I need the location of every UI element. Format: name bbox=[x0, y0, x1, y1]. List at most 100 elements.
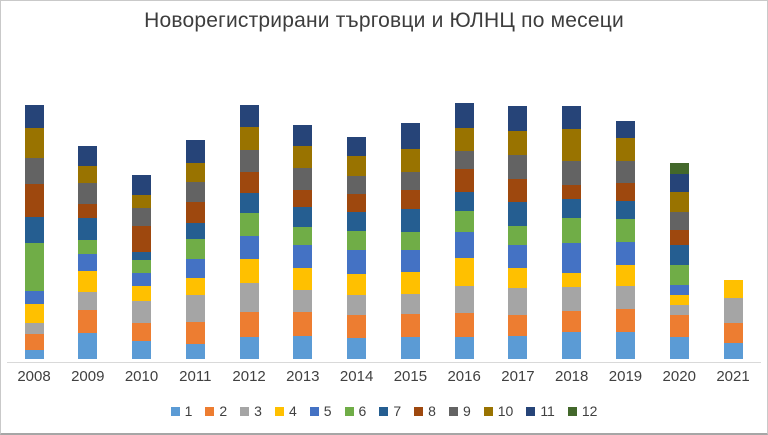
legend-label-month-12: 12 bbox=[581, 403, 598, 419]
bar-segment-2020-month-10 bbox=[669, 192, 689, 212]
legend-item-month-2: 2 bbox=[205, 403, 227, 419]
bar-segment-2015-month-4 bbox=[400, 272, 420, 294]
bar-segment-2009-month-5 bbox=[78, 254, 98, 271]
bar-segment-2013-month-7 bbox=[293, 207, 313, 227]
bar-segment-2016-month-7 bbox=[454, 192, 474, 211]
bar-segment-2011-month-11 bbox=[185, 140, 205, 163]
bar-segment-2020-month-6 bbox=[669, 265, 689, 285]
bar-segment-2009-month-9 bbox=[78, 183, 98, 204]
legend-item-month-3: 3 bbox=[240, 403, 262, 419]
bar-segment-2018-month-4 bbox=[562, 273, 582, 287]
x-axis-label-2010: 2010 bbox=[124, 368, 159, 385]
bar-segment-2010-month-6 bbox=[132, 260, 152, 273]
bar-segment-2016-month-3 bbox=[454, 286, 474, 313]
bar-segment-2021-month-4 bbox=[723, 280, 743, 298]
bar-2021 bbox=[723, 280, 743, 359]
bar-2020 bbox=[669, 163, 689, 359]
x-axis-label-2020: 2020 bbox=[662, 368, 696, 385]
legend-swatch-month-4 bbox=[274, 406, 284, 416]
bar-segment-2014-month-1 bbox=[347, 338, 367, 359]
bar-segment-2021-month-1 bbox=[723, 343, 743, 359]
bar-segment-2019-month-2 bbox=[615, 309, 635, 332]
bar-segment-2017-month-9 bbox=[508, 155, 528, 179]
bar-segment-2008-month-3 bbox=[24, 323, 44, 334]
bar-segment-2011-month-1 bbox=[185, 344, 205, 359]
legend-item-month-4: 4 bbox=[274, 403, 297, 419]
bar-segment-2019-month-9 bbox=[615, 161, 635, 183]
bar-segment-2020-month-1 bbox=[669, 337, 689, 359]
bar-segment-2011-month-5 bbox=[185, 259, 205, 278]
bar-segment-2014-month-8 bbox=[347, 194, 367, 212]
legend-label-month-5: 5 bbox=[323, 403, 332, 419]
bar-segment-2012-month-11 bbox=[239, 105, 259, 127]
bar-segment-2015-month-10 bbox=[400, 149, 420, 172]
bar-segment-2011-month-8 bbox=[185, 202, 205, 223]
bar-2019 bbox=[615, 121, 635, 359]
bar-segment-2014-month-2 bbox=[347, 315, 367, 338]
bar-segment-2019-month-4 bbox=[615, 265, 635, 286]
legend-label-month-3: 3 bbox=[254, 403, 262, 419]
bar-segment-2021-month-2 bbox=[723, 323, 743, 343]
bar-segment-2011-month-4 bbox=[185, 278, 205, 295]
bar-segment-2016-month-6 bbox=[454, 211, 474, 232]
bar-segment-2020-month-4 bbox=[669, 295, 689, 305]
x-axis-label-2009: 2009 bbox=[71, 368, 105, 385]
bar-segment-2017-month-10 bbox=[508, 131, 528, 155]
bar-segment-2011-month-2 bbox=[185, 322, 205, 344]
bar-segment-2019-month-1 bbox=[615, 332, 635, 359]
bar-segment-2008-month-7 bbox=[24, 217, 44, 243]
bar-2016 bbox=[454, 103, 474, 359]
bar-segment-2018-month-10 bbox=[562, 129, 582, 161]
legend-swatch-month-10 bbox=[483, 406, 493, 416]
bar-segment-2018-month-5 bbox=[562, 243, 582, 273]
bar-segment-2008-month-2 bbox=[24, 334, 44, 350]
x-axis-label-2011: 2011 bbox=[179, 368, 212, 385]
bar-segment-2012-month-7 bbox=[239, 193, 259, 213]
bar-segment-2013-month-4 bbox=[293, 268, 313, 290]
bar-segment-2008-month-9 bbox=[24, 158, 44, 184]
bar-segment-2017-month-11 bbox=[508, 106, 528, 131]
bar-segment-2017-month-4 bbox=[508, 268, 528, 288]
legend-item-month-6: 6 bbox=[344, 403, 366, 419]
bar-segment-2018-month-8 bbox=[562, 185, 582, 199]
legend-item-month-12: 12 bbox=[567, 403, 598, 419]
bar-segment-2013-month-2 bbox=[293, 312, 313, 336]
bar-segment-2012-month-9 bbox=[239, 150, 259, 172]
bar-segment-2020-month-12 bbox=[669, 163, 689, 174]
bar-segment-2018-month-9 bbox=[562, 161, 582, 185]
x-axis-label-2019: 2019 bbox=[608, 368, 643, 385]
bar-segment-2009-month-7 bbox=[78, 218, 98, 240]
bar-2015 bbox=[400, 123, 420, 359]
bar-segment-2015-month-7 bbox=[400, 209, 420, 232]
bar-segment-2016-month-5 bbox=[454, 232, 474, 258]
bar-segment-2010-month-7 bbox=[132, 252, 152, 260]
bar-segment-2014-month-4 bbox=[347, 274, 367, 295]
bar-segment-2010-month-4 bbox=[132, 286, 152, 301]
bar-segment-2011-month-3 bbox=[185, 295, 205, 322]
bar-segment-2018-month-6 bbox=[562, 218, 582, 243]
bar-segment-2012-month-4 bbox=[239, 259, 259, 283]
bar-segment-2009-month-6 bbox=[78, 240, 98, 254]
legend-label-month-2: 2 bbox=[219, 403, 228, 419]
legend-label-month-9: 9 bbox=[462, 403, 471, 419]
bar-segment-2020-month-2 bbox=[669, 315, 689, 337]
x-axis-label-2021: 2021 bbox=[716, 368, 750, 385]
bar-2014 bbox=[347, 137, 367, 359]
bar-segment-2018-month-11 bbox=[562, 106, 582, 129]
bar-segment-2014-month-7 bbox=[347, 212, 367, 231]
legend-item-month-11: 11 bbox=[526, 403, 555, 419]
bar-segment-2014-month-9 bbox=[347, 176, 367, 194]
bar-segment-2008-month-1 bbox=[24, 350, 44, 359]
legend-swatch-month-8 bbox=[414, 406, 424, 416]
bar-segment-2009-month-3 bbox=[78, 292, 98, 310]
bar-segment-2015-month-8 bbox=[400, 190, 420, 209]
bar-segment-2011-month-9 bbox=[185, 182, 205, 202]
bar-segment-2008-month-8 bbox=[24, 184, 44, 217]
bar-segment-2011-month-7 bbox=[185, 223, 205, 239]
bar-segment-2020-month-8 bbox=[669, 230, 689, 245]
bar-segment-2016-month-1 bbox=[454, 337, 474, 359]
bar-segment-2016-month-9 bbox=[454, 151, 474, 169]
